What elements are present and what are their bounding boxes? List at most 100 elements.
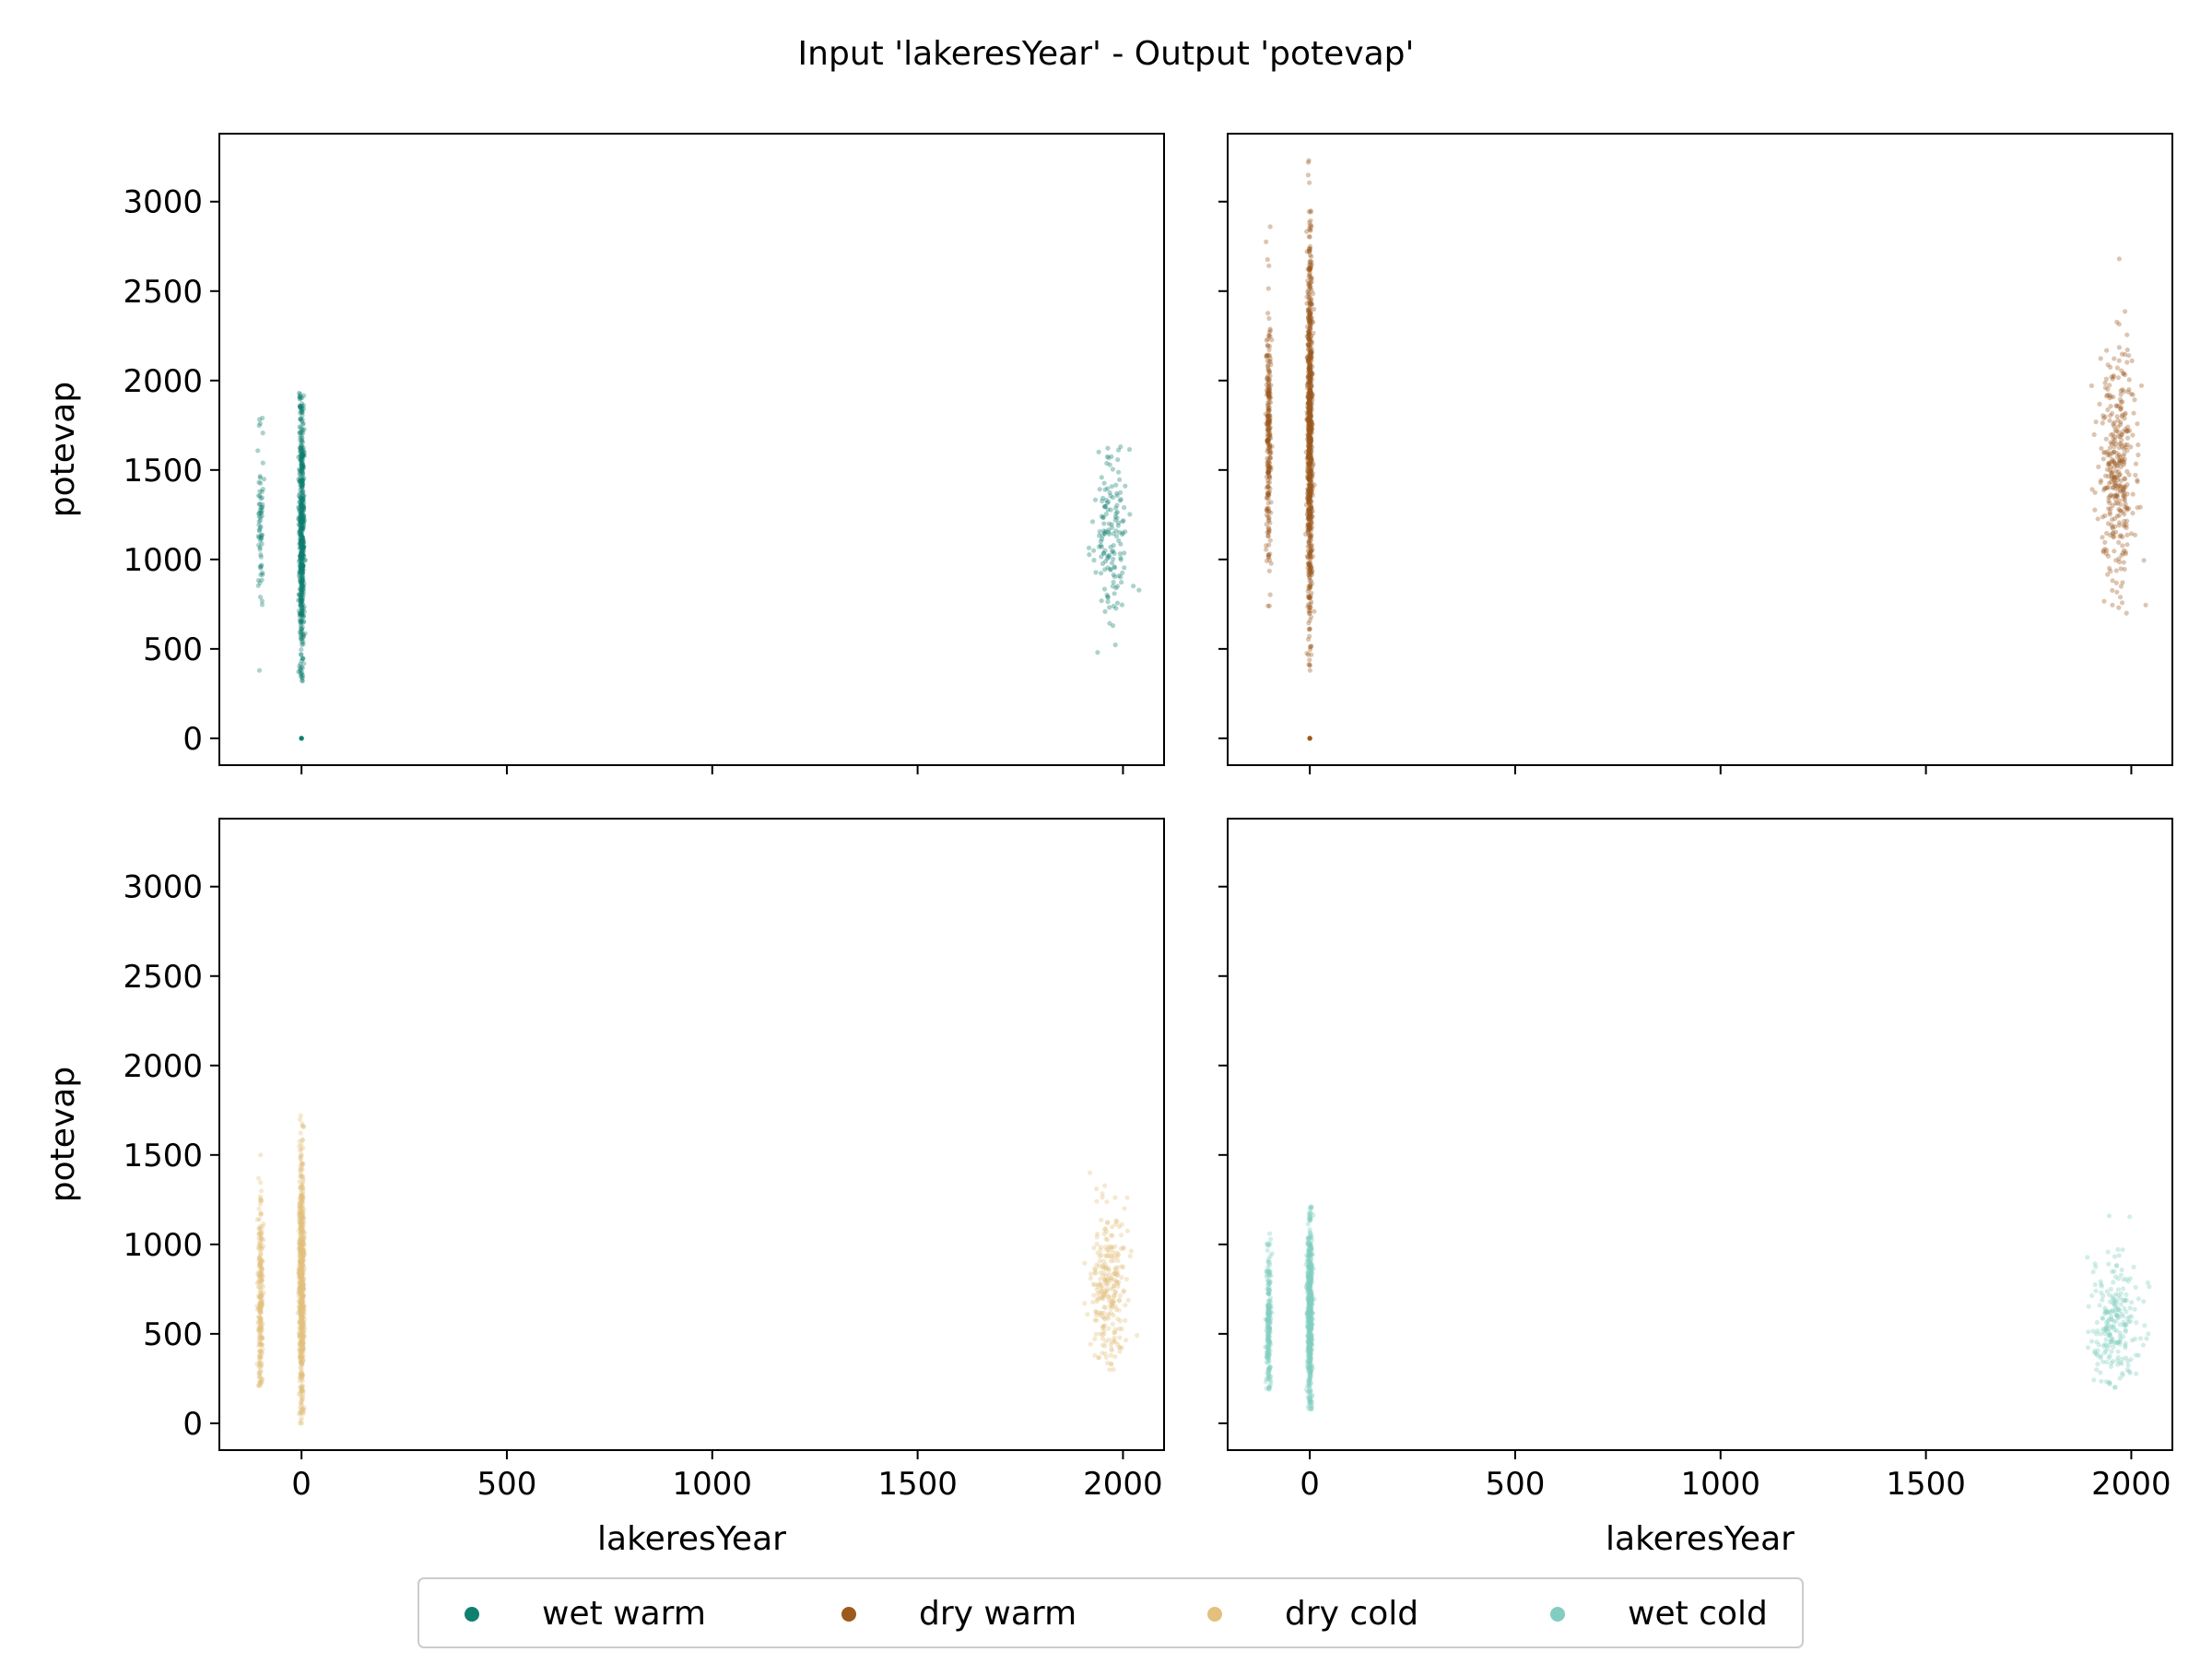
data-point xyxy=(1265,413,1271,419)
data-point xyxy=(1265,1312,1271,1317)
data-point xyxy=(1305,1313,1311,1318)
data-point xyxy=(1136,587,1142,593)
data-point xyxy=(1306,1335,1312,1340)
data-point xyxy=(2123,351,2128,358)
data-point xyxy=(300,587,305,593)
data-point xyxy=(297,576,303,583)
data-point xyxy=(1305,401,1311,407)
data-point xyxy=(255,1269,261,1275)
data-point xyxy=(1306,524,1312,529)
data-point xyxy=(1105,1294,1111,1300)
data-point xyxy=(1124,1338,1129,1343)
data-point xyxy=(1266,1339,1272,1344)
data-point xyxy=(1267,1328,1273,1334)
data-point xyxy=(1308,1343,1313,1349)
data-point xyxy=(300,1302,305,1307)
data-point xyxy=(300,1214,305,1220)
data-point xyxy=(1265,353,1270,359)
data-point xyxy=(2115,375,2121,381)
data-point xyxy=(1307,536,1312,541)
data-point xyxy=(258,1273,264,1279)
data-point xyxy=(1305,529,1311,536)
data-point xyxy=(1307,331,1312,336)
data-point xyxy=(1306,500,1312,505)
data-point xyxy=(1307,446,1312,452)
data-point xyxy=(1307,494,1312,500)
data-point xyxy=(298,610,303,616)
data-point xyxy=(2109,1361,2114,1366)
data-point xyxy=(1307,1288,1312,1293)
data-point xyxy=(258,1212,264,1218)
data-point xyxy=(1266,386,1272,392)
data-point xyxy=(259,598,265,604)
data-point xyxy=(1306,1276,1312,1281)
data-point xyxy=(299,588,304,594)
data-point xyxy=(298,1354,304,1360)
data-point xyxy=(1306,357,1312,362)
data-point xyxy=(297,1201,302,1208)
data-point xyxy=(1306,1329,1312,1336)
data-point xyxy=(299,1349,304,1354)
data-point xyxy=(300,1243,305,1248)
data-point xyxy=(300,563,306,569)
data-point xyxy=(298,1267,303,1273)
data-point xyxy=(300,479,305,485)
data-point xyxy=(298,1234,303,1240)
data-point xyxy=(297,1200,303,1206)
data-point xyxy=(1097,1258,1103,1264)
data-point xyxy=(2117,1308,2123,1314)
data-point xyxy=(1110,549,1115,555)
data-point xyxy=(300,1311,305,1316)
data-point xyxy=(1309,421,1314,427)
data-point xyxy=(1265,427,1271,433)
data-point xyxy=(300,1238,305,1244)
data-point xyxy=(1305,1236,1311,1242)
data-point xyxy=(1103,528,1109,535)
data-point xyxy=(300,478,306,484)
data-point xyxy=(299,1296,305,1302)
data-point xyxy=(1306,431,1312,437)
data-point xyxy=(300,519,305,525)
data-point xyxy=(1309,1363,1315,1369)
data-point xyxy=(2100,456,2106,462)
data-point xyxy=(1265,1316,1271,1322)
data-point xyxy=(2106,1380,2112,1386)
data-point xyxy=(1265,1243,1271,1248)
data-point xyxy=(1307,1366,1312,1372)
data-point xyxy=(2116,1306,2122,1312)
data-point xyxy=(1103,1289,1110,1294)
data-point xyxy=(1306,510,1312,515)
data-point xyxy=(1267,486,1273,491)
data-point xyxy=(300,523,306,528)
data-point xyxy=(1113,1279,1119,1284)
data-point xyxy=(2114,1328,2120,1334)
data-point xyxy=(299,541,304,547)
data-point xyxy=(300,1253,306,1258)
data-point xyxy=(1109,525,1114,531)
data-point xyxy=(1127,1254,1133,1259)
data-point xyxy=(1266,479,1273,485)
data-point xyxy=(258,496,264,502)
data-point xyxy=(300,1258,305,1264)
data-point xyxy=(1265,501,1271,506)
data-point xyxy=(1306,274,1312,279)
data-point xyxy=(1267,1317,1273,1323)
y-tick-label: 2500 xyxy=(123,274,203,311)
data-point xyxy=(1265,393,1271,398)
data-point xyxy=(1108,1254,1113,1259)
data-point xyxy=(1308,243,1313,249)
data-point xyxy=(1308,486,1313,491)
data-point xyxy=(2108,1339,2113,1344)
data-point xyxy=(299,551,304,557)
data-point xyxy=(1267,359,1273,364)
data-point xyxy=(1308,350,1313,356)
data-point xyxy=(257,1260,263,1266)
data-point xyxy=(299,525,305,532)
data-point xyxy=(1307,408,1312,414)
data-point xyxy=(257,1370,263,1375)
data-point xyxy=(2100,535,2105,540)
data-point xyxy=(299,1387,304,1393)
data-point xyxy=(2098,1331,2103,1337)
data-point xyxy=(1265,1343,1271,1349)
data-point xyxy=(2098,1370,2103,1375)
